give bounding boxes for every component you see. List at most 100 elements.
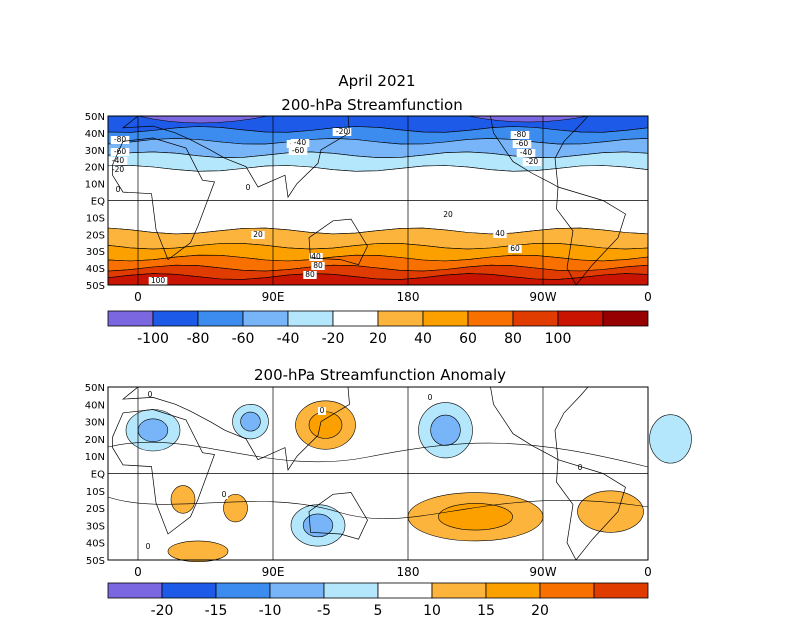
anomaly-blob-9 [167,540,229,563]
north-america-outline [490,115,589,188]
contour-label-bg [303,271,317,279]
colorbar-label: 100 [545,331,572,347]
australia-outline [308,492,368,540]
contour-label-bg [426,394,434,402]
lon-tick-label: 180 [397,565,420,579]
contour-label: 0 [246,183,251,192]
colorbar-label: -100 [137,331,169,347]
colorbar-swatch [431,582,487,599]
lon-tick-label: 90W [529,290,556,304]
contour-label: 80 [305,270,315,279]
colorbar-label: -80 [187,331,210,347]
anomaly-colorbar: -20 -15 -10 -5 5 10 15 20 [107,582,649,618]
africa-outline [112,409,215,535]
lat-tick-label: 30N [85,418,105,429]
contour-label: 0 [146,542,151,551]
colorbar-label: 15 [477,603,495,618]
colorbar-swatch [467,310,514,327]
contour-label: -20 [112,165,124,174]
lat-tick-label: 40S [86,539,105,550]
colorbar-label: 20 [531,603,549,618]
lat-tick-label: 30S [86,521,105,532]
band-min-west [137,115,269,124]
lat-tick-label: 50N [85,383,105,394]
contour-label: 0 [428,393,433,402]
contour-label: -60 [516,139,528,148]
contour-label: 100 [151,276,166,285]
colorbar-swatch [152,310,199,327]
lat-tick-label: 50N [85,112,105,123]
contour-label: -40 [520,148,532,157]
lat-tick-label: EQ [91,470,105,481]
contour-label: -40 [112,156,124,165]
lon-tick-label: 0 [134,565,142,579]
colorbar-label: -60 [232,331,255,347]
contour-label-bg [220,491,228,499]
contour-label: -40 [294,138,306,147]
colorbar-label: -10 [259,603,282,618]
contour-label: 20 [443,210,453,219]
band-4 [107,165,649,235]
contour-label-bg [332,128,352,136]
colorbar-swatch [557,310,604,327]
contour-label-bg [110,148,130,156]
zero-contour-1 [107,496,649,519]
colorbar-swatch [107,310,154,327]
contour-label-bg [251,231,265,239]
colorbar-swatch [269,582,325,599]
colorbar-label: 10 [423,603,441,618]
contour-label-bg [512,140,532,148]
colorbar-label: 80 [504,331,522,347]
lat-tick-label: 50S [86,556,105,567]
contour-label: -60 [292,146,304,155]
lat-tick-label: 20N [85,435,105,446]
colorbar-swatch [485,582,541,599]
lat-tick-label: 20S [86,504,105,515]
contour-label: 0 [320,406,325,415]
band-min-east [467,115,589,123]
colorbar-label: -15 [205,603,228,618]
lon-tick-label: 0 [134,290,142,304]
lat-tick-label: 10S [86,213,105,224]
contour-label-bg [290,139,310,147]
contour-label: -20 [336,127,348,136]
contour-label: 0 [578,463,583,472]
anomaly-blob-10 [223,493,248,523]
contour-label-bg [108,157,128,165]
contour-label-bg [243,184,253,192]
australia-outline [308,218,368,266]
lon-tick-label: 0 [644,565,652,579]
anomaly-blob-4 [430,414,461,446]
colorbar-swatch [593,582,649,599]
colorbar-swatch [197,310,244,327]
lat-tick-label: 50S [86,281,105,292]
colorbar-label: -20 [151,603,174,618]
contour-label: 0 [148,390,153,399]
contour-label-bg [576,464,584,472]
contour-label-bg [113,186,123,194]
lat-tick-label: 10S [86,487,105,498]
contour-label-bg [110,136,130,144]
streamfunction-map: -80-60-40-20-80-60-40-20-80-60-40-200020… [85,112,652,304]
contour-label: -80 [114,135,126,144]
streamfunction-colorbar: -100 -80 -60 -40 -20 20 40 60 80 100 [107,310,649,347]
colorbar-swatch [602,310,649,327]
anomaly-blob-2 [308,411,343,439]
colorbar-swatch [242,310,289,327]
colorbar-swatch [422,310,469,327]
lat-tick-label: 40S [86,264,105,275]
contour-label: 0 [116,185,121,194]
colorbar-label: -40 [277,331,300,347]
lat-tick-label: 30S [86,247,105,258]
anomaly-blob-1 [240,411,261,432]
lat-tick-label: 10N [85,180,105,191]
contour-label-bg [288,147,308,155]
lon-tick-label: 90W [529,565,556,579]
colorbar-swatch [215,582,271,599]
colorbar-swatch [512,310,559,327]
colorbar-swatch [332,310,379,327]
lat-tick-label: 30N [85,146,105,157]
lat-tick-label: 40N [85,400,105,411]
contour-label: -20 [526,157,538,166]
